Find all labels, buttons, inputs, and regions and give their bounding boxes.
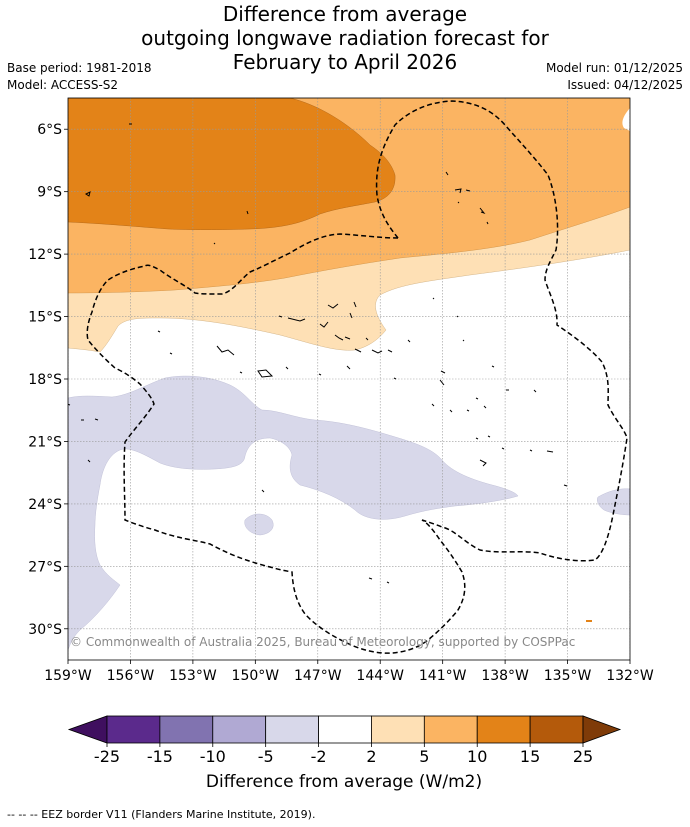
eez-border-main (375, 100, 628, 562)
lat-tick-label: 24°S (28, 497, 62, 513)
eez-footnote: -- -- -- EEZ border V11 (Flanders Marine… (7, 808, 316, 821)
colorbar-max-extension (582, 715, 622, 744)
eez-border-southwest (86, 233, 466, 654)
gridlines (68, 98, 630, 660)
lon-tick-label: 141°W (419, 668, 467, 684)
anomaly-region-minus-2-small (244, 513, 274, 536)
copyright-text: © Commonwealth of Australia 2025, Bureau… (70, 635, 575, 649)
longitude-axis: 159°W 156°W 153°W 150°W 147°W 144°W 141°W 138°W… (44, 660, 654, 684)
colorbar-swatch (265, 715, 319, 744)
colorbar-swatch (423, 715, 478, 744)
model-run-date: Model run: 01/12/2025 (545, 61, 683, 75)
colorbar-swatch (371, 715, 425, 744)
colorbar-min-extension (67, 715, 108, 744)
lon-tick-label: 147°W (294, 668, 342, 684)
lat-tick-label: 12°S (28, 247, 62, 263)
lat-tick-label: 18°S (28, 372, 62, 388)
anomaly-region-10-to-15 (68, 98, 396, 230)
lon-tick-label: 150°W (232, 668, 280, 684)
map-figure: © Commonwealth of Australia 2025, Bureau… (28, 97, 654, 792)
title-line-1: Difference from average (222, 2, 468, 26)
lat-tick-label: 15°S (28, 310, 62, 326)
colorbar-tick-label: -5 (258, 747, 274, 766)
lon-tick-label: 153°W (169, 668, 217, 684)
chart-title: Difference from average outgoing longwav… (0, 2, 690, 74)
lon-tick-label: 135°W (544, 668, 592, 684)
colorbar-tick-label: -15 (147, 747, 173, 766)
colorbar: -25 -15 -10 -5 -2 2 5 10 15 25 (67, 715, 622, 766)
lat-tick-label: 9°S (37, 185, 62, 201)
anomaly-region-minus-2-to-minus-5 (68, 375, 519, 651)
model-name: Model: ACCESS-S2 (7, 78, 119, 92)
lat-tick-label: 6°S (37, 122, 62, 138)
lon-tick-label: 156°W (107, 668, 155, 684)
lat-tick-label: 21°S (28, 434, 62, 450)
lat-tick-label: 30°S (28, 622, 62, 638)
lon-tick-label: 159°W (44, 668, 92, 684)
colorbar-tick-label: 10 (467, 747, 487, 766)
latitude-axis: 6°S 9°S 12°S 15°S 18°S 21°S 24°S 27°S 30°S (28, 122, 68, 638)
colorbar-tick-label: -25 (94, 747, 120, 766)
colorbar-tick-label: 15 (520, 747, 540, 766)
colorbar-tick-label: -10 (200, 747, 226, 766)
colorbar-swatch (529, 715, 584, 744)
meta-right: Model run: 01/12/2025 Issued: 04/12/2025 (546, 60, 683, 94)
colorbar-tick-label: 2 (366, 747, 376, 766)
colorbar-tick-label: 25 (573, 747, 593, 766)
title-line-2: outgoing longwave radiation forecast for (141, 26, 549, 50)
lon-tick-label: 132°W (606, 668, 654, 684)
colorbar-swatch (476, 715, 531, 744)
colorbar-swatch (159, 715, 214, 744)
lon-tick-label: 144°W (356, 668, 404, 684)
colorbar-tick-label: -2 (311, 747, 327, 766)
colorbar-tick-label: 5 (419, 747, 429, 766)
lon-tick-label: 138°W (481, 668, 529, 684)
anomaly-region-minus-2-east (597, 488, 630, 516)
base-period: Base period: 1981-2018 (7, 61, 152, 75)
island-outlines (68, 123, 568, 584)
title-line-3: February to April 2026 (232, 50, 458, 74)
lat-tick-label: 27°S (28, 559, 62, 575)
issued-date: Issued: 04/12/2025 (567, 78, 683, 92)
colorbar-swatch (106, 715, 161, 744)
colorbar-swatch (318, 715, 372, 744)
meta-left: Base period: 1981-2018 Model: ACCESS-S2 (7, 60, 152, 94)
map-plot-area: © Commonwealth of Australia 2025, Bureau… (68, 98, 630, 660)
colorbar-swatch (212, 715, 267, 744)
anomaly-region-east-edge (622, 108, 630, 131)
colorbar-title: Difference from average (W/m2) (206, 772, 482, 792)
